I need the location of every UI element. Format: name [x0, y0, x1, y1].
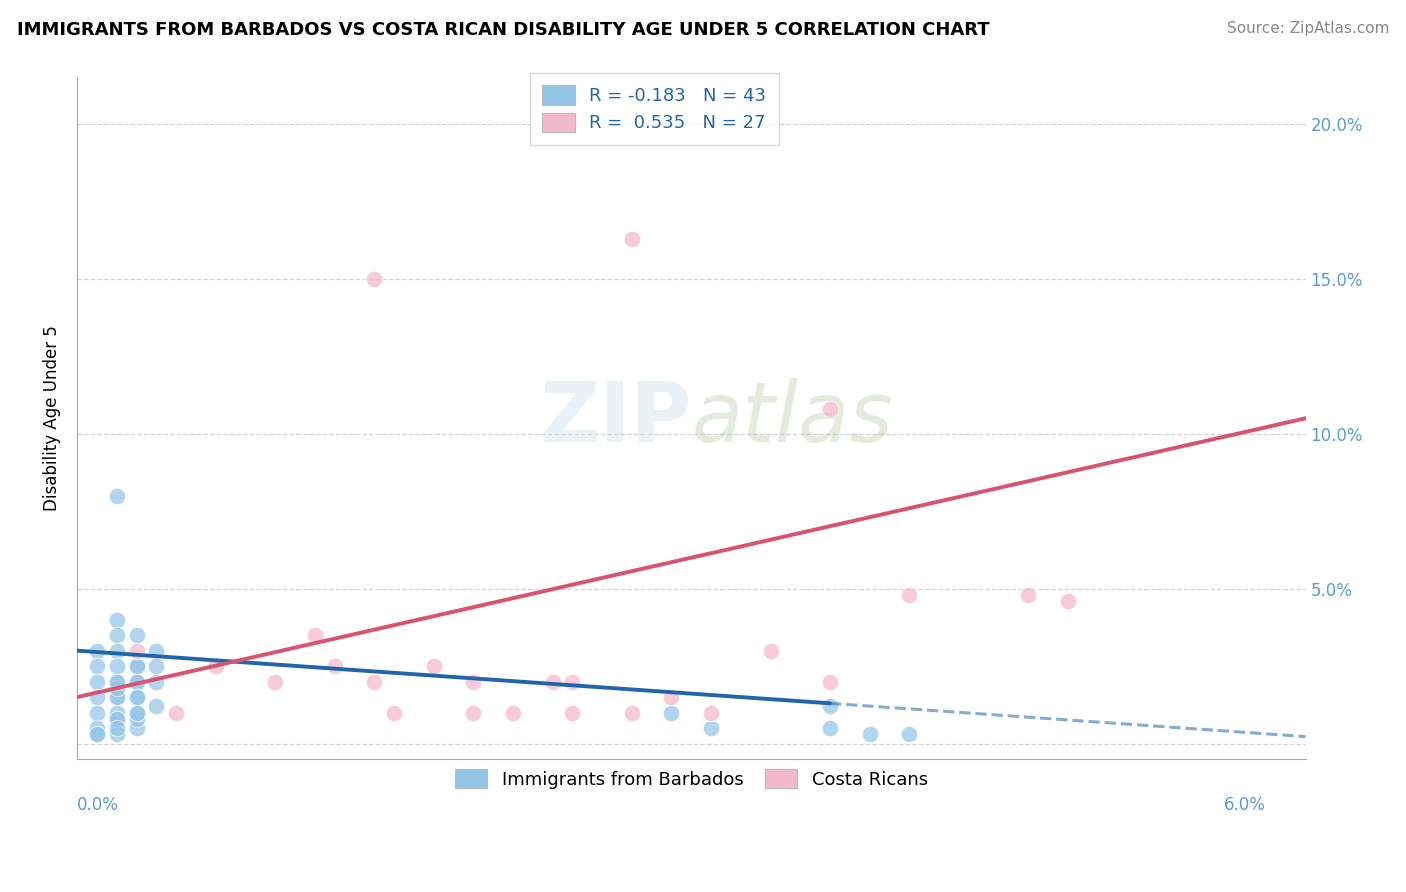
Point	[502, 706, 524, 720]
Point	[264, 674, 287, 689]
Point	[541, 674, 564, 689]
Y-axis label: Disability Age Under 5: Disability Age Under 5	[44, 326, 60, 511]
Point	[105, 706, 128, 720]
Point	[105, 712, 128, 726]
Point	[661, 706, 683, 720]
Point	[859, 727, 882, 741]
Point	[125, 643, 148, 657]
Point	[204, 659, 226, 673]
Legend: Immigrants from Barbados, Costa Ricans: Immigrants from Barbados, Costa Ricans	[441, 756, 941, 801]
Point	[1056, 594, 1078, 608]
Point	[620, 706, 643, 720]
Point	[818, 699, 841, 714]
Point	[125, 659, 148, 673]
Point	[818, 401, 841, 416]
Point	[759, 643, 782, 657]
Point	[86, 727, 108, 741]
Point	[86, 727, 108, 741]
Point	[620, 231, 643, 245]
Point	[105, 674, 128, 689]
Point	[105, 681, 128, 695]
Point	[105, 721, 128, 735]
Point	[86, 690, 108, 705]
Point	[700, 721, 723, 735]
Point	[105, 489, 128, 503]
Point	[105, 613, 128, 627]
Point	[125, 690, 148, 705]
Point	[382, 706, 405, 720]
Text: Source: ZipAtlas.com: Source: ZipAtlas.com	[1226, 21, 1389, 37]
Point	[86, 674, 108, 689]
Point	[323, 659, 346, 673]
Text: atlas: atlas	[692, 378, 893, 458]
Point	[363, 674, 385, 689]
Point	[105, 643, 128, 657]
Point	[105, 690, 128, 705]
Point	[304, 628, 326, 642]
Point	[125, 628, 148, 642]
Point	[125, 712, 148, 726]
Point	[422, 659, 444, 673]
Point	[145, 699, 167, 714]
Point	[463, 674, 485, 689]
Point	[818, 674, 841, 689]
Point	[125, 674, 148, 689]
Point	[818, 721, 841, 735]
Point	[125, 721, 148, 735]
Point	[561, 674, 583, 689]
Point	[105, 674, 128, 689]
Point	[1017, 588, 1039, 602]
Text: 0.0%: 0.0%	[77, 797, 120, 814]
Point	[145, 674, 167, 689]
Point	[165, 706, 187, 720]
Point	[125, 690, 148, 705]
Point	[145, 659, 167, 673]
Point	[463, 706, 485, 720]
Point	[125, 706, 148, 720]
Point	[125, 674, 148, 689]
Point	[86, 643, 108, 657]
Point	[105, 628, 128, 642]
Point	[898, 588, 921, 602]
Point	[86, 659, 108, 673]
Point	[898, 727, 921, 741]
Point	[86, 706, 108, 720]
Point	[125, 706, 148, 720]
Point	[86, 721, 108, 735]
Point	[700, 706, 723, 720]
Point	[105, 659, 128, 673]
Point	[363, 272, 385, 286]
Point	[105, 690, 128, 705]
Text: 6.0%: 6.0%	[1225, 797, 1265, 814]
Point	[561, 706, 583, 720]
Point	[105, 727, 128, 741]
Point	[125, 659, 148, 673]
Point	[145, 643, 167, 657]
Text: ZIP: ZIP	[538, 378, 692, 458]
Text: IMMIGRANTS FROM BARBADOS VS COSTA RICAN DISABILITY AGE UNDER 5 CORRELATION CHART: IMMIGRANTS FROM BARBADOS VS COSTA RICAN …	[17, 21, 990, 39]
Point	[105, 712, 128, 726]
Point	[661, 690, 683, 705]
